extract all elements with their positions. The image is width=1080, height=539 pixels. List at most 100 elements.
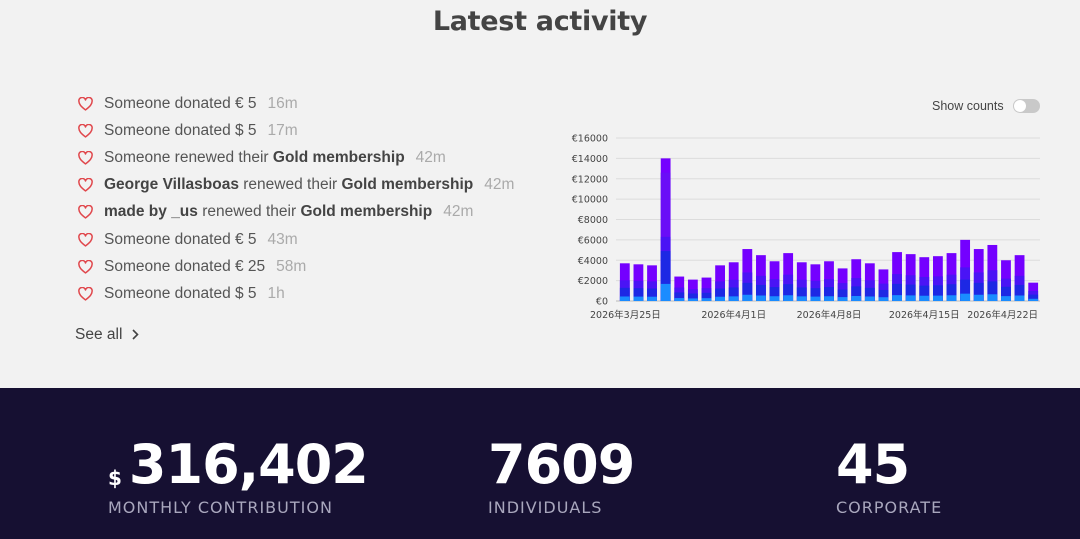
bar[interactable]	[715, 265, 725, 301]
see-all-link[interactable]: See all	[75, 326, 140, 344]
activity-item: George Villasboas renewed their Gold mem…	[78, 172, 514, 199]
stats-footer: $316,402 MONTHLY CONTRIBUTION 7609 INDIV…	[0, 388, 1080, 539]
heart-outline-icon	[78, 259, 93, 274]
stat-corporate: 45 CORPORATE	[836, 433, 943, 518]
bar[interactable]	[796, 262, 807, 301]
bar[interactable]	[878, 269, 889, 301]
heart-outline-icon	[78, 286, 93, 301]
activity-item: Someone donated € 5 43m	[78, 226, 514, 253]
y-tick-label: €2000	[578, 276, 608, 287]
stat-currency: $	[108, 466, 122, 490]
bar[interactable]	[633, 264, 644, 301]
bar[interactable]	[701, 277, 712, 301]
activity-time: 58m	[276, 257, 307, 275]
bar[interactable]	[892, 252, 902, 301]
heart-outline-icon	[78, 150, 93, 165]
activity-time: 16m	[267, 94, 298, 112]
heart-outline-icon	[78, 232, 93, 247]
bar[interactable]	[987, 244, 998, 301]
activity-item: Someone donated € 5 16m	[78, 90, 514, 117]
x-tick-label: 2026年3月25日	[590, 309, 661, 321]
bar[interactable]	[769, 261, 780, 301]
activity-text: Someone donated € 5	[104, 94, 257, 112]
activity-actor[interactable]: made by _us	[104, 203, 198, 221]
y-tick-label: €16000	[572, 134, 608, 145]
stat-value: 316,402	[128, 433, 369, 496]
stat-label: CORPORATE	[836, 498, 943, 517]
activity-item: made by _us renewed their Gold membershi…	[78, 199, 514, 226]
bar[interactable]	[946, 253, 957, 301]
activity-bar-chart: €0 €2000 €4000 €6000 €8000 €10000 €12000 €14000…	[572, 134, 1040, 321]
bar[interactable]	[687, 279, 698, 301]
activity-time: 42m	[443, 203, 474, 221]
stat-label: MONTHLY CONTRIBUTION	[108, 498, 333, 517]
bar[interactable]	[674, 276, 685, 301]
x-tick-label: 2026年4月15日	[889, 309, 960, 321]
bar[interactable]	[1001, 260, 1011, 301]
activity-tier: Gold membership	[341, 176, 474, 194]
bar[interactable]	[919, 257, 930, 301]
activity-actor[interactable]: George Villasboas	[104, 176, 239, 194]
y-tick-label: €0	[596, 297, 608, 308]
bar[interactable]	[810, 264, 821, 301]
bar[interactable]	[960, 239, 971, 301]
bar[interactable]	[824, 261, 834, 301]
bar[interactable]	[647, 265, 657, 301]
show-counts-control: Show counts	[932, 99, 1040, 113]
stat-value: 45	[836, 433, 910, 496]
bar[interactable]	[973, 249, 984, 301]
bar[interactable]	[728, 262, 739, 301]
stat-monthly-contribution: $316,402 MONTHLY CONTRIBUTION	[108, 433, 369, 518]
chevron-right-icon	[131, 327, 140, 343]
bar[interactable]	[933, 256, 943, 301]
activity-text: Someone donated $ 5	[104, 121, 257, 139]
activity-tier: Gold membership	[300, 203, 433, 221]
x-tick-label: 2026年4月8日	[797, 309, 862, 321]
activity-item: Someone donated $ 5 1h	[78, 280, 514, 307]
bar[interactable]	[619, 263, 630, 301]
stat-label: INDIVIDUALS	[488, 498, 603, 517]
y-tick-label: €8000	[578, 215, 608, 226]
activity-text: renewed their	[238, 176, 342, 194]
bar[interactable]	[783, 253, 794, 301]
activity-text: Someone renewed their	[104, 148, 273, 166]
bar[interactable]	[851, 259, 862, 301]
y-tick-label: €10000	[572, 195, 608, 206]
page-title: Latest activity	[432, 6, 648, 37]
bar[interactable]	[756, 255, 766, 301]
bar[interactable]	[905, 254, 916, 301]
activity-list: Someone donated € 5 16m Someone donated $ …	[78, 90, 514, 308]
activity-time: 42m	[484, 176, 515, 194]
stat-value: 7609	[488, 433, 635, 496]
bar[interactable]	[742, 249, 753, 301]
show-counts-toggle[interactable]	[1012, 99, 1040, 113]
toggle-knob	[1013, 100, 1026, 112]
bar[interactable]	[864, 263, 875, 301]
bar[interactable]	[837, 268, 848, 301]
bar[interactable]	[1028, 282, 1039, 301]
y-tick-label: €14000	[572, 154, 608, 165]
activity-text: Someone donated € 5	[104, 230, 257, 248]
heart-outline-icon	[78, 96, 93, 111]
x-tick-label: 2026年4月22日	[967, 309, 1038, 321]
y-tick-label: €12000	[572, 174, 608, 185]
activity-text: renewed their	[197, 203, 301, 221]
heart-outline-icon	[78, 123, 93, 138]
activity-time: 17m	[267, 121, 298, 139]
activity-time: 42m	[415, 148, 446, 166]
activity-time: 1h	[267, 284, 285, 302]
activity-tier: Gold membership	[272, 148, 405, 166]
bar[interactable]	[660, 158, 671, 301]
y-tick-label: €4000	[578, 256, 608, 267]
show-counts-label: Show counts	[932, 99, 1004, 113]
activity-text: Someone donated $ 5	[104, 284, 257, 302]
heart-outline-icon	[78, 177, 93, 192]
x-tick-label: 2026年4月1日	[701, 309, 766, 321]
activity-text: Someone donated € 25	[104, 257, 266, 275]
activity-item: Someone donated $ 5 17m	[78, 117, 514, 144]
activity-item: Someone renewed their Gold membership 42m	[78, 144, 514, 171]
y-tick-label: €6000	[578, 235, 608, 246]
activity-item: Someone donated € 25 58m	[78, 253, 514, 280]
bar[interactable]	[1014, 255, 1025, 301]
activity-time: 43m	[267, 230, 298, 248]
